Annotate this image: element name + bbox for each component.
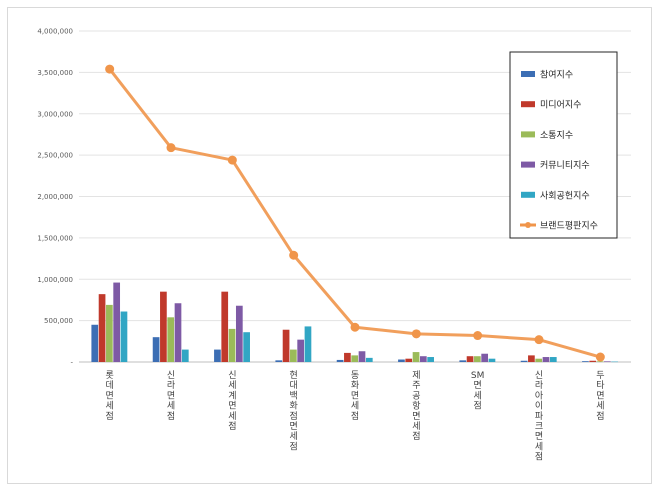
y-tick-label: 2,000,000 bbox=[37, 193, 73, 201]
line-series bbox=[105, 64, 605, 362]
line-marker bbox=[473, 331, 483, 341]
bar bbox=[358, 351, 366, 362]
bar bbox=[589, 360, 597, 362]
legend-swatch bbox=[521, 131, 535, 138]
chart-frame: - 500,000 1,000,000 1,500,000 2,000,000 2,500… bbox=[7, 7, 652, 484]
bar bbox=[98, 294, 106, 362]
line-marker bbox=[350, 322, 360, 332]
x-axis-categories: 롯 데 면 세 점 신 라 면 세 점 신 세 계 면 세 점 현 대 백 화 점 면 세 점 동 화 면 세 점 제 주 공 항 면 세 점 SM 면 세… bbox=[106, 370, 606, 463]
bar bbox=[167, 317, 175, 362]
line-marker bbox=[411, 329, 421, 339]
bar bbox=[535, 358, 543, 362]
legend-swatch bbox=[521, 71, 535, 77]
bar-line-chart: - 500,000 1,000,000 1,500,000 2,000,000 2,500… bbox=[37, 28, 631, 463]
bar bbox=[481, 353, 489, 362]
y-tick-label: 500,000 bbox=[44, 317, 73, 325]
legend-swatch bbox=[521, 191, 535, 198]
line-marker bbox=[105, 64, 115, 74]
line-marker bbox=[227, 155, 237, 165]
bar bbox=[419, 356, 427, 362]
bar bbox=[113, 282, 121, 362]
bar bbox=[596, 361, 604, 362]
line-marker bbox=[534, 335, 544, 345]
bar bbox=[351, 355, 359, 362]
bar bbox=[611, 361, 618, 363]
line-marker bbox=[166, 143, 176, 153]
line-marker bbox=[289, 250, 299, 260]
bar bbox=[474, 356, 481, 362]
bar bbox=[365, 357, 373, 362]
bar bbox=[336, 359, 344, 362]
y-tick-label: 4,000,000 bbox=[37, 28, 73, 36]
bar bbox=[466, 356, 474, 362]
legend-label: 사회공헌지수 bbox=[540, 190, 590, 201]
bar bbox=[181, 349, 189, 362]
bar bbox=[228, 328, 236, 362]
legend-marker bbox=[525, 222, 531, 228]
bar bbox=[243, 332, 250, 362]
bar bbox=[405, 358, 413, 362]
legend-swatch bbox=[521, 101, 535, 108]
bar-series bbox=[91, 282, 618, 363]
legend-label: 참여지수 bbox=[540, 69, 573, 81]
y-tick-label: 3,500,000 bbox=[37, 69, 73, 77]
bar bbox=[304, 326, 312, 362]
legend-label: 커뮤니티지수 bbox=[540, 160, 590, 171]
bar bbox=[603, 361, 611, 362]
y-tick-label: 3,000,000 bbox=[37, 110, 73, 118]
y-tick-label: - bbox=[70, 359, 73, 367]
bar bbox=[520, 360, 528, 362]
bar bbox=[91, 324, 99, 362]
bar bbox=[214, 349, 221, 362]
bar bbox=[542, 357, 550, 362]
bar bbox=[344, 352, 351, 362]
bar bbox=[290, 349, 297, 362]
line-marker bbox=[595, 352, 605, 362]
y-tick-label: 1,500,000 bbox=[37, 234, 73, 242]
bar bbox=[412, 352, 420, 362]
bar bbox=[427, 357, 434, 362]
bar bbox=[152, 337, 160, 362]
bar bbox=[488, 358, 496, 362]
legend-label: 미디어지수 bbox=[540, 100, 581, 111]
legend-label: 소통지수 bbox=[540, 130, 573, 141]
bar bbox=[160, 291, 167, 362]
bar bbox=[120, 311, 128, 362]
legend-label: 브랜드평판지수 bbox=[540, 221, 598, 232]
y-tick-label: 1,000,000 bbox=[37, 276, 73, 284]
bar bbox=[459, 360, 467, 362]
category-label: SM 면 세 점 bbox=[471, 371, 484, 412]
legend-swatch bbox=[521, 161, 535, 168]
bar bbox=[221, 291, 229, 362]
bar bbox=[549, 357, 557, 362]
bar bbox=[235, 305, 243, 362]
bar bbox=[106, 304, 113, 362]
y-tick-label: 2,500,000 bbox=[37, 152, 73, 160]
bar bbox=[528, 355, 535, 362]
y-axis-ticks: - 500,000 1,000,000 1,500,000 2,000,000 2,500… bbox=[37, 28, 73, 367]
bar bbox=[297, 339, 305, 362]
bar bbox=[398, 359, 405, 362]
bar bbox=[282, 329, 290, 362]
legend-box bbox=[509, 51, 618, 239]
bar bbox=[174, 303, 182, 362]
bar bbox=[275, 360, 283, 362]
bar bbox=[582, 361, 589, 362]
